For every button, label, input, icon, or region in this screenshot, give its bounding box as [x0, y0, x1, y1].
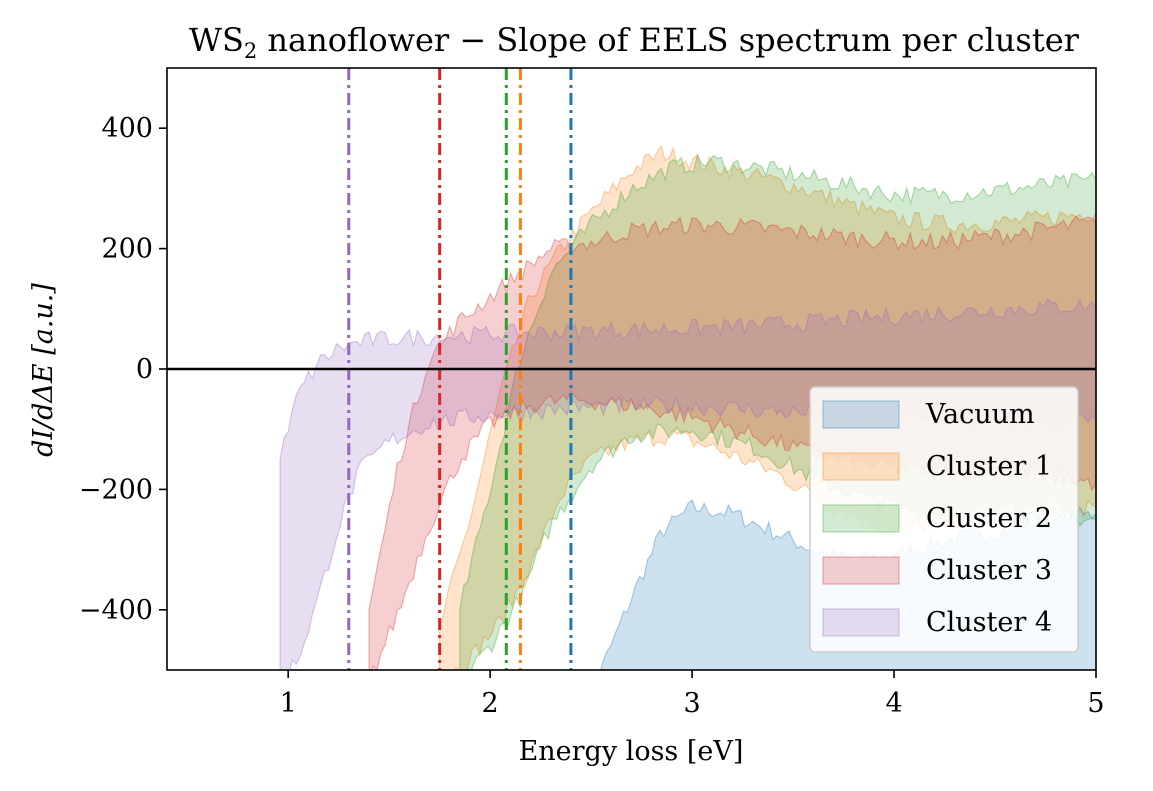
- band-cluster-1: [439, 144, 1096, 670]
- y-tick-label: 400: [101, 113, 153, 144]
- legend-swatch-cluster-1: [822, 452, 900, 481]
- legend-label-cluster-2: Cluster 2: [926, 503, 1052, 534]
- band-cluster-2: [459, 152, 1096, 670]
- x-tick-label: 4: [885, 688, 902, 719]
- legend-box: [809, 386, 1079, 653]
- x-axis: 1 2 3 4 5: [280, 670, 1105, 719]
- band-cluster-3: [368, 215, 1096, 670]
- legend: Vacuum Cluster 1 Cluster 2 Cluster 3 Cluster…: [809, 386, 1079, 653]
- chart-title-rest: nanoflower − Slope of EELS spectrum per …: [257, 21, 1079, 59]
- x-tick-label: 3: [683, 688, 700, 719]
- x-axis-label: Energy loss [eV]: [519, 736, 744, 767]
- y-tick-label: 200: [101, 234, 153, 265]
- chart-title-main: WS: [189, 21, 244, 59]
- legend-swatch-cluster-2: [822, 504, 900, 533]
- legend-swatch-cluster-4: [822, 608, 900, 637]
- y-axis: −400 −200 0 200 400: [79, 113, 167, 626]
- legend-label-cluster-1: Cluster 1: [926, 451, 1052, 482]
- y-tick-label: −400: [79, 595, 153, 626]
- chart-title-subscript: 2: [244, 39, 257, 63]
- legend-swatch-vacuum: [822, 400, 900, 429]
- y-tick-label: −200: [79, 474, 153, 505]
- x-tick-label: 1: [280, 688, 297, 719]
- x-tick-label: 2: [482, 688, 499, 719]
- legend-label-vacuum: Vacuum: [925, 399, 1035, 430]
- y-tick-label: 0: [136, 354, 153, 385]
- y-axis-label: dI/dΔE [a.u.]: [28, 283, 59, 457]
- legend-label-cluster-4: Cluster 4: [926, 607, 1052, 638]
- legend-swatch-cluster-3: [822, 556, 900, 585]
- chart-title: WS2 nanoflower − Slope of EELS spectrum …: [189, 21, 1080, 63]
- legend-label-cluster-3: Cluster 3: [926, 555, 1052, 586]
- x-tick-label: 5: [1087, 688, 1104, 719]
